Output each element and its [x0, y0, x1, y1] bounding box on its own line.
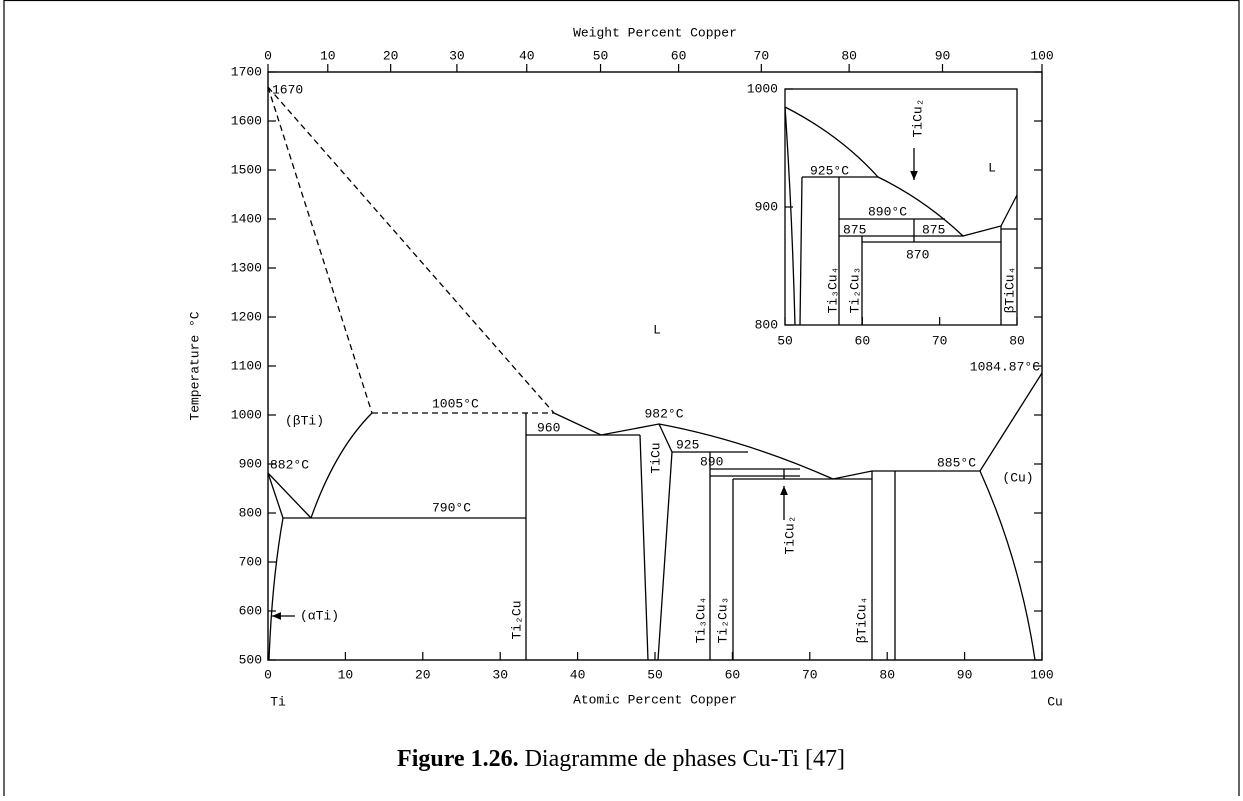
- top-tick-label: 100: [1030, 48, 1053, 63]
- inset-annotation: Ti₂Cu₃: [847, 267, 862, 314]
- inset-annotation: Ti₃Cu₄: [825, 267, 840, 314]
- cu-solvus: [979, 470, 1036, 661]
- inset-x-tick-label: 80: [1009, 333, 1025, 348]
- y-tick-label: 1600: [231, 113, 262, 128]
- annotation: (Cu): [1002, 470, 1033, 485]
- annotation: Ti₂Cu: [509, 600, 524, 639]
- inset-y-tick-label: 1000: [747, 81, 778, 96]
- ti-rich-phases: [267, 412, 526, 661]
- annotation: TiCu: [648, 442, 663, 473]
- annotation: 882°C: [270, 457, 309, 472]
- x-tick-label: 100: [1030, 667, 1053, 682]
- top-tick-label: 10: [320, 48, 336, 63]
- caption-text: Diagramme de phases Cu-Ti [47]: [525, 746, 845, 772]
- phase-lines: [267, 86, 1043, 661]
- inset-box: [784, 88, 1018, 326]
- dashed-liquidus: [267, 86, 555, 414]
- inset-x-tick-label: 70: [932, 333, 948, 348]
- inset-annotation: L: [988, 160, 996, 175]
- inset-annotation: 925°C: [810, 163, 849, 178]
- x-tick-label: 50: [647, 667, 663, 682]
- annotation: 982°C: [644, 406, 683, 421]
- inset-annotation: 870: [906, 247, 929, 262]
- y-tick-label: 1400: [231, 211, 262, 226]
- annotation: (αTi): [300, 608, 339, 623]
- y-tick-label: 500: [239, 652, 262, 667]
- x-tick-label: 60: [725, 667, 741, 682]
- annotation: 960: [537, 420, 560, 435]
- inset-annotation: 875: [843, 222, 866, 237]
- x-tick-label: 30: [492, 667, 508, 682]
- y-tick-label: 900: [239, 456, 262, 471]
- x-tick-label: 90: [957, 667, 973, 682]
- right-end: Cu: [1047, 694, 1063, 709]
- top-tick-label: 20: [383, 48, 399, 63]
- inset: [784, 88, 1018, 326]
- top-tick-label: 50: [593, 48, 609, 63]
- x-tick-label: 20: [415, 667, 431, 682]
- top-tick-label: 80: [841, 48, 857, 63]
- inset-liquidus: [784, 106, 1018, 237]
- top-tick-label: 40: [519, 48, 535, 63]
- annotation: (βTi): [285, 413, 324, 428]
- left-end: Ti: [270, 694, 286, 709]
- annotation: Ti₂Cu₃: [715, 597, 730, 644]
- top-tick-label: 30: [449, 48, 465, 63]
- inset-phases: [784, 106, 1002, 326]
- annotation: 1084.87°C: [970, 359, 1040, 374]
- x-tick-label: 0: [264, 667, 272, 682]
- ti2cu-ticu: [525, 413, 748, 661]
- annotation: 790°C: [432, 500, 471, 515]
- annotation: 1670: [272, 82, 303, 97]
- inset-annotation: 875: [922, 222, 945, 237]
- inset-x-tick-label: 60: [855, 333, 871, 348]
- top-tick-label: 90: [935, 48, 951, 63]
- y-tick-label: 800: [239, 505, 262, 520]
- y-tick-label: 1500: [231, 162, 262, 177]
- annotation: Ti₃Cu₄: [693, 597, 708, 644]
- left-axis-title: Temperature °C: [187, 311, 202, 420]
- top-tick-label: 60: [671, 48, 687, 63]
- y-tick-label: 1300: [231, 260, 262, 275]
- annotation: 890: [700, 454, 723, 469]
- inset-annotation: TiCu₂: [910, 98, 925, 137]
- x-tick-label: 10: [338, 667, 354, 682]
- x-tick-label: 80: [879, 667, 895, 682]
- top-tick-label: 0: [264, 48, 272, 63]
- cu-rich-phases: [709, 452, 896, 660]
- y-tick-label: 1100: [231, 358, 262, 373]
- annotation: L: [653, 322, 661, 337]
- inset-x-tick-label: 50: [777, 333, 793, 348]
- top-axis-title: Weight Percent Copper: [573, 25, 737, 40]
- caption-number: Figure 1.26.: [397, 746, 519, 772]
- y-tick-label: 600: [239, 603, 262, 618]
- annotation: 925: [676, 437, 699, 452]
- top-tick-label: 70: [754, 48, 770, 63]
- y-tick-label: 1200: [231, 309, 262, 324]
- annotation: βTiCu₄: [854, 597, 869, 644]
- annotation: 885°C: [937, 455, 976, 470]
- caption: Figure 1.26. Diagramme de phases Cu-Ti […: [397, 746, 845, 772]
- y-tick-label: 700: [239, 554, 262, 569]
- inset-y-tick-label: 900: [755, 199, 778, 214]
- x-tick-label: 70: [802, 667, 818, 682]
- y-tick-label: 1000: [231, 407, 262, 422]
- x-tick-label: 40: [570, 667, 586, 682]
- annotation: TiCu₂: [782, 515, 797, 554]
- bottom-axis-title: Atomic Percent Copper: [573, 692, 737, 707]
- annotation: 1005°C: [432, 396, 479, 411]
- inset-annotation: βTiCu₄: [1002, 267, 1017, 314]
- inset-annotation: 890°C: [868, 204, 907, 219]
- inset-y-tick-label: 800: [755, 317, 778, 332]
- y-tick-label: 1700: [231, 64, 262, 79]
